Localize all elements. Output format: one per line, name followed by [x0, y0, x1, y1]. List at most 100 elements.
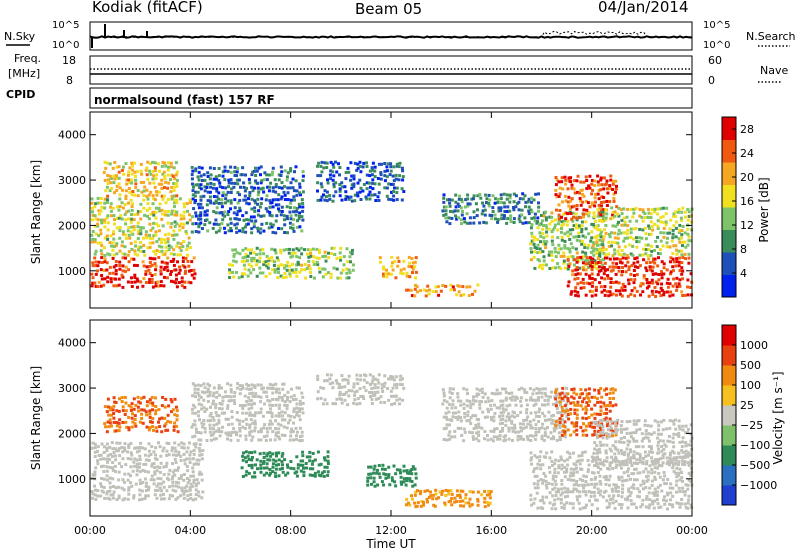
- data-cell-1-3: [255, 458, 259, 462]
- data-cell-0-0: [99, 268, 103, 272]
- data-cell-1-0: [147, 488, 150, 492]
- data-cell-0-12: [679, 236, 683, 240]
- data-cell-1-1: [114, 401, 118, 404]
- colorbar-tick-label: 24: [740, 147, 754, 160]
- data-cell-0-4: [272, 264, 276, 267]
- data-cell-0-10: [567, 195, 571, 199]
- data-cell-1-4: [337, 386, 341, 390]
- noise-right-tick-top: 10^5: [703, 20, 730, 31]
- data-cell-1-3: [247, 471, 251, 475]
- data-cell-0-7: [455, 293, 459, 297]
- data-cell-1-0: [158, 466, 162, 470]
- data-cell-1-0: [96, 494, 100, 498]
- data-cell-0-9: [556, 228, 560, 232]
- data-cell-1-8: [655, 490, 659, 494]
- data-cell-0-8: [524, 205, 527, 209]
- data-cell-0-11: [573, 289, 577, 293]
- data-cell-1-8: [604, 489, 608, 493]
- data-cell-0-3: [262, 190, 266, 194]
- data-cell-1-8: [645, 459, 649, 463]
- data-cell-1-4: [359, 374, 363, 378]
- data-cell-0-9: [589, 239, 593, 243]
- data-cell-1-7: [502, 439, 506, 443]
- data-cell-0-10: [557, 180, 561, 184]
- data-cell-0-8: [502, 201, 506, 205]
- data-cell-0-9: [542, 240, 546, 244]
- data-cell-1-0: [159, 493, 163, 497]
- data-cell-1-9: [585, 392, 589, 396]
- data-cell-1-2: [263, 423, 267, 427]
- data-cell-1-4: [389, 389, 393, 393]
- data-cell-1-8: [636, 487, 640, 491]
- data-cell-1-8: [563, 503, 567, 507]
- data-cell-0-7: [461, 285, 465, 289]
- data-cell-0-5: [344, 190, 348, 194]
- data-cell-0-11: [647, 257, 651, 261]
- data-cell-1-8: [613, 506, 617, 510]
- data-cell-0-3: [197, 165, 201, 169]
- data-cell-1-8: [645, 462, 648, 466]
- data-cell-0-3: [274, 203, 278, 207]
- data-cell-1-4: [377, 397, 381, 401]
- data-cell-0-10: [593, 196, 597, 200]
- data-cell-0-4: [297, 248, 301, 252]
- data-cell-0-1: [173, 205, 176, 209]
- data-cell-0-4: [342, 263, 346, 267]
- data-cell-1-8: [563, 495, 567, 499]
- data-cell-0-5: [350, 183, 354, 187]
- data-cell-0-1: [170, 222, 174, 225]
- data-cell-1-7: [543, 398, 547, 402]
- data-cell-1-7: [483, 392, 487, 396]
- data-cell-0-12: [623, 231, 626, 235]
- data-cell-0-3: [289, 226, 293, 230]
- data-cell-1-8: [565, 467, 569, 471]
- data-cell-1-2: [243, 394, 247, 398]
- data-cell-0-12: [680, 253, 684, 257]
- data-cell-0-12: [620, 218, 624, 222]
- data-cell-0-0: [183, 280, 187, 284]
- data-cell-1-7: [540, 395, 544, 399]
- data-cell-0-4: [273, 270, 277, 274]
- data-cell-1-0: [152, 462, 156, 466]
- data-cell-0-9: [547, 253, 551, 257]
- data-cell-1-2: [262, 390, 266, 394]
- data-cell-0-3: [217, 201, 221, 205]
- data-cell-0-4: [298, 256, 302, 260]
- data-cell-0-1: [164, 201, 168, 205]
- data-cell-0-6: [382, 272, 385, 276]
- data-cell-0-9: [554, 218, 557, 222]
- data-cell-0-1: [109, 202, 113, 206]
- data-cell-1-8: [587, 490, 591, 494]
- data-cell-1-2: [249, 418, 253, 422]
- data-cell-1-0: [135, 458, 139, 462]
- data-cell-0-8: [517, 200, 521, 204]
- data-cell-1-0: [182, 492, 186, 496]
- data-cell-0-3: [292, 218, 296, 221]
- data-cell-0-3: [286, 186, 290, 190]
- data-cell-1-8: [686, 455, 690, 459]
- data-cell-1-2: [217, 414, 221, 418]
- data-cell-1-9: [584, 428, 588, 432]
- data-cell-1-2: [295, 430, 299, 434]
- data-cell-1-0: [171, 462, 174, 466]
- data-cell-0-8: [506, 217, 510, 221]
- data-cell-1-8: [626, 495, 630, 499]
- data-cell-1-6: [431, 497, 435, 501]
- data-cell-1-7: [524, 425, 528, 429]
- data-cell-0-1: [148, 245, 152, 249]
- data-cell-0-12: [598, 206, 602, 210]
- data-cell-0-3: [214, 211, 218, 215]
- data-cell-1-2: [250, 438, 254, 442]
- data-cell-1-2: [226, 437, 229, 441]
- data-cell-0-12: [674, 244, 678, 248]
- data-cell-0-8: [466, 202, 470, 206]
- data-cell-0-9: [559, 254, 563, 258]
- data-cell-1-0: [110, 441, 114, 445]
- data-cell-0-9: [532, 242, 536, 246]
- data-cell-1-7: [472, 427, 476, 430]
- data-cell-1-0: [137, 449, 141, 453]
- data-cell-1-6: [470, 503, 474, 507]
- data-cell-1-7: [561, 418, 565, 422]
- data-cell-0-12: [678, 223, 682, 227]
- data-cell-0-1: [114, 244, 118, 248]
